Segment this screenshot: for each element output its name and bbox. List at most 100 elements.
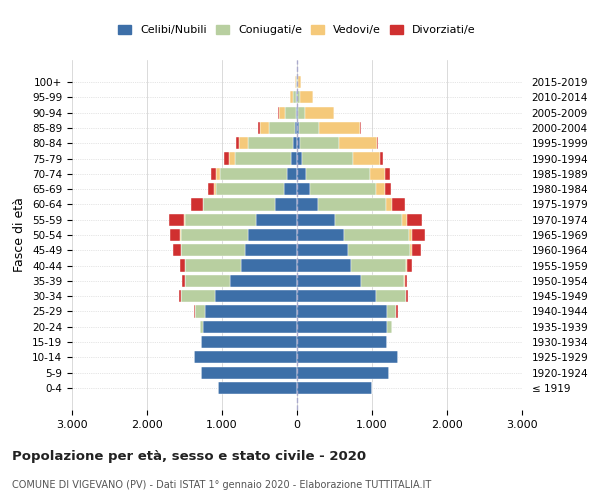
Bar — [185, 214, 256, 226]
Bar — [387, 306, 396, 318]
Bar — [203, 320, 297, 333]
Bar — [182, 275, 185, 287]
Bar — [208, 183, 214, 195]
Legend: Celibi/Nubili, Coniugati/e, Vedovi/e, Divorziati/e: Celibi/Nubili, Coniugati/e, Vedovi/e, Di… — [114, 20, 480, 40]
Bar — [181, 229, 248, 241]
Bar — [275, 198, 297, 210]
Bar — [269, 122, 295, 134]
Bar — [297, 260, 351, 272]
Bar — [229, 152, 235, 164]
Bar — [256, 214, 297, 226]
Bar — [339, 137, 377, 149]
Bar — [380, 152, 383, 164]
Bar — [405, 275, 407, 287]
Bar — [224, 152, 229, 164]
Bar — [335, 214, 402, 226]
Text: Popolazione per età, sesso e stato civile - 2020: Popolazione per età, sesso e stato civil… — [12, 450, 366, 463]
Bar — [318, 198, 386, 210]
Bar — [295, 76, 296, 88]
Bar — [185, 260, 241, 272]
Bar — [298, 91, 299, 104]
Bar — [193, 306, 195, 318]
Bar — [376, 290, 406, 302]
Bar — [216, 183, 284, 195]
Bar — [284, 106, 296, 118]
Bar — [296, 76, 297, 88]
Bar — [297, 152, 302, 164]
Bar — [297, 168, 306, 180]
Text: COMUNE DI VIGEVANO (PV) - Dati ISTAT 1° gennaio 2020 - Elaborazione TUTTITALIA.I: COMUNE DI VIGEVANO (PV) - Dati ISTAT 1° … — [12, 480, 431, 490]
Bar — [191, 198, 203, 210]
Bar — [293, 137, 297, 149]
Bar — [239, 137, 248, 149]
Bar — [296, 106, 297, 118]
Bar — [236, 137, 239, 149]
Bar — [319, 122, 360, 134]
Bar — [220, 168, 287, 180]
Bar — [298, 106, 305, 118]
Bar — [185, 275, 229, 287]
Bar — [297, 229, 343, 241]
Bar — [299, 122, 319, 134]
Bar — [278, 106, 284, 118]
Bar — [297, 214, 335, 226]
Bar — [218, 382, 297, 394]
Bar — [297, 137, 300, 149]
Bar — [260, 122, 269, 134]
Bar — [298, 76, 301, 88]
Bar — [297, 306, 387, 318]
Bar — [377, 137, 379, 149]
Bar — [407, 214, 421, 226]
Bar — [297, 382, 372, 394]
Bar — [360, 122, 361, 134]
Bar — [229, 275, 297, 287]
Bar — [396, 306, 398, 318]
Bar — [293, 91, 296, 104]
Bar — [299, 91, 313, 104]
Bar — [297, 290, 376, 302]
Bar — [193, 352, 297, 364]
Bar — [215, 290, 297, 302]
Bar — [245, 244, 297, 256]
Bar — [385, 168, 390, 180]
Y-axis label: Fasce di età: Fasce di età — [13, 198, 26, 272]
Bar — [203, 198, 275, 210]
Bar — [302, 152, 353, 164]
Bar — [170, 229, 180, 241]
Bar — [387, 320, 392, 333]
Bar — [169, 214, 184, 226]
Bar — [180, 229, 181, 241]
Bar — [235, 152, 291, 164]
Bar — [181, 244, 245, 256]
Bar — [297, 198, 318, 210]
Bar — [259, 122, 260, 134]
Bar — [297, 352, 398, 364]
Bar — [173, 244, 181, 256]
Bar — [296, 91, 297, 104]
Bar — [412, 244, 421, 256]
Bar — [409, 229, 412, 241]
Bar — [248, 229, 297, 241]
Bar — [297, 244, 348, 256]
Bar — [305, 106, 334, 118]
Bar — [404, 275, 405, 287]
Bar — [310, 183, 376, 195]
Bar — [297, 183, 310, 195]
Bar — [361, 275, 404, 287]
Bar — [407, 260, 412, 272]
Bar — [376, 183, 385, 195]
Bar — [297, 106, 298, 118]
Bar — [284, 183, 297, 195]
Bar — [406, 260, 407, 272]
Bar — [343, 229, 409, 241]
Bar — [370, 168, 385, 180]
Bar — [297, 366, 389, 379]
Bar — [214, 183, 216, 195]
Bar — [300, 137, 339, 149]
Bar — [248, 137, 293, 149]
Bar — [348, 244, 409, 256]
Bar — [205, 306, 297, 318]
Bar — [297, 320, 387, 333]
Bar — [201, 336, 297, 348]
Bar — [181, 290, 215, 302]
